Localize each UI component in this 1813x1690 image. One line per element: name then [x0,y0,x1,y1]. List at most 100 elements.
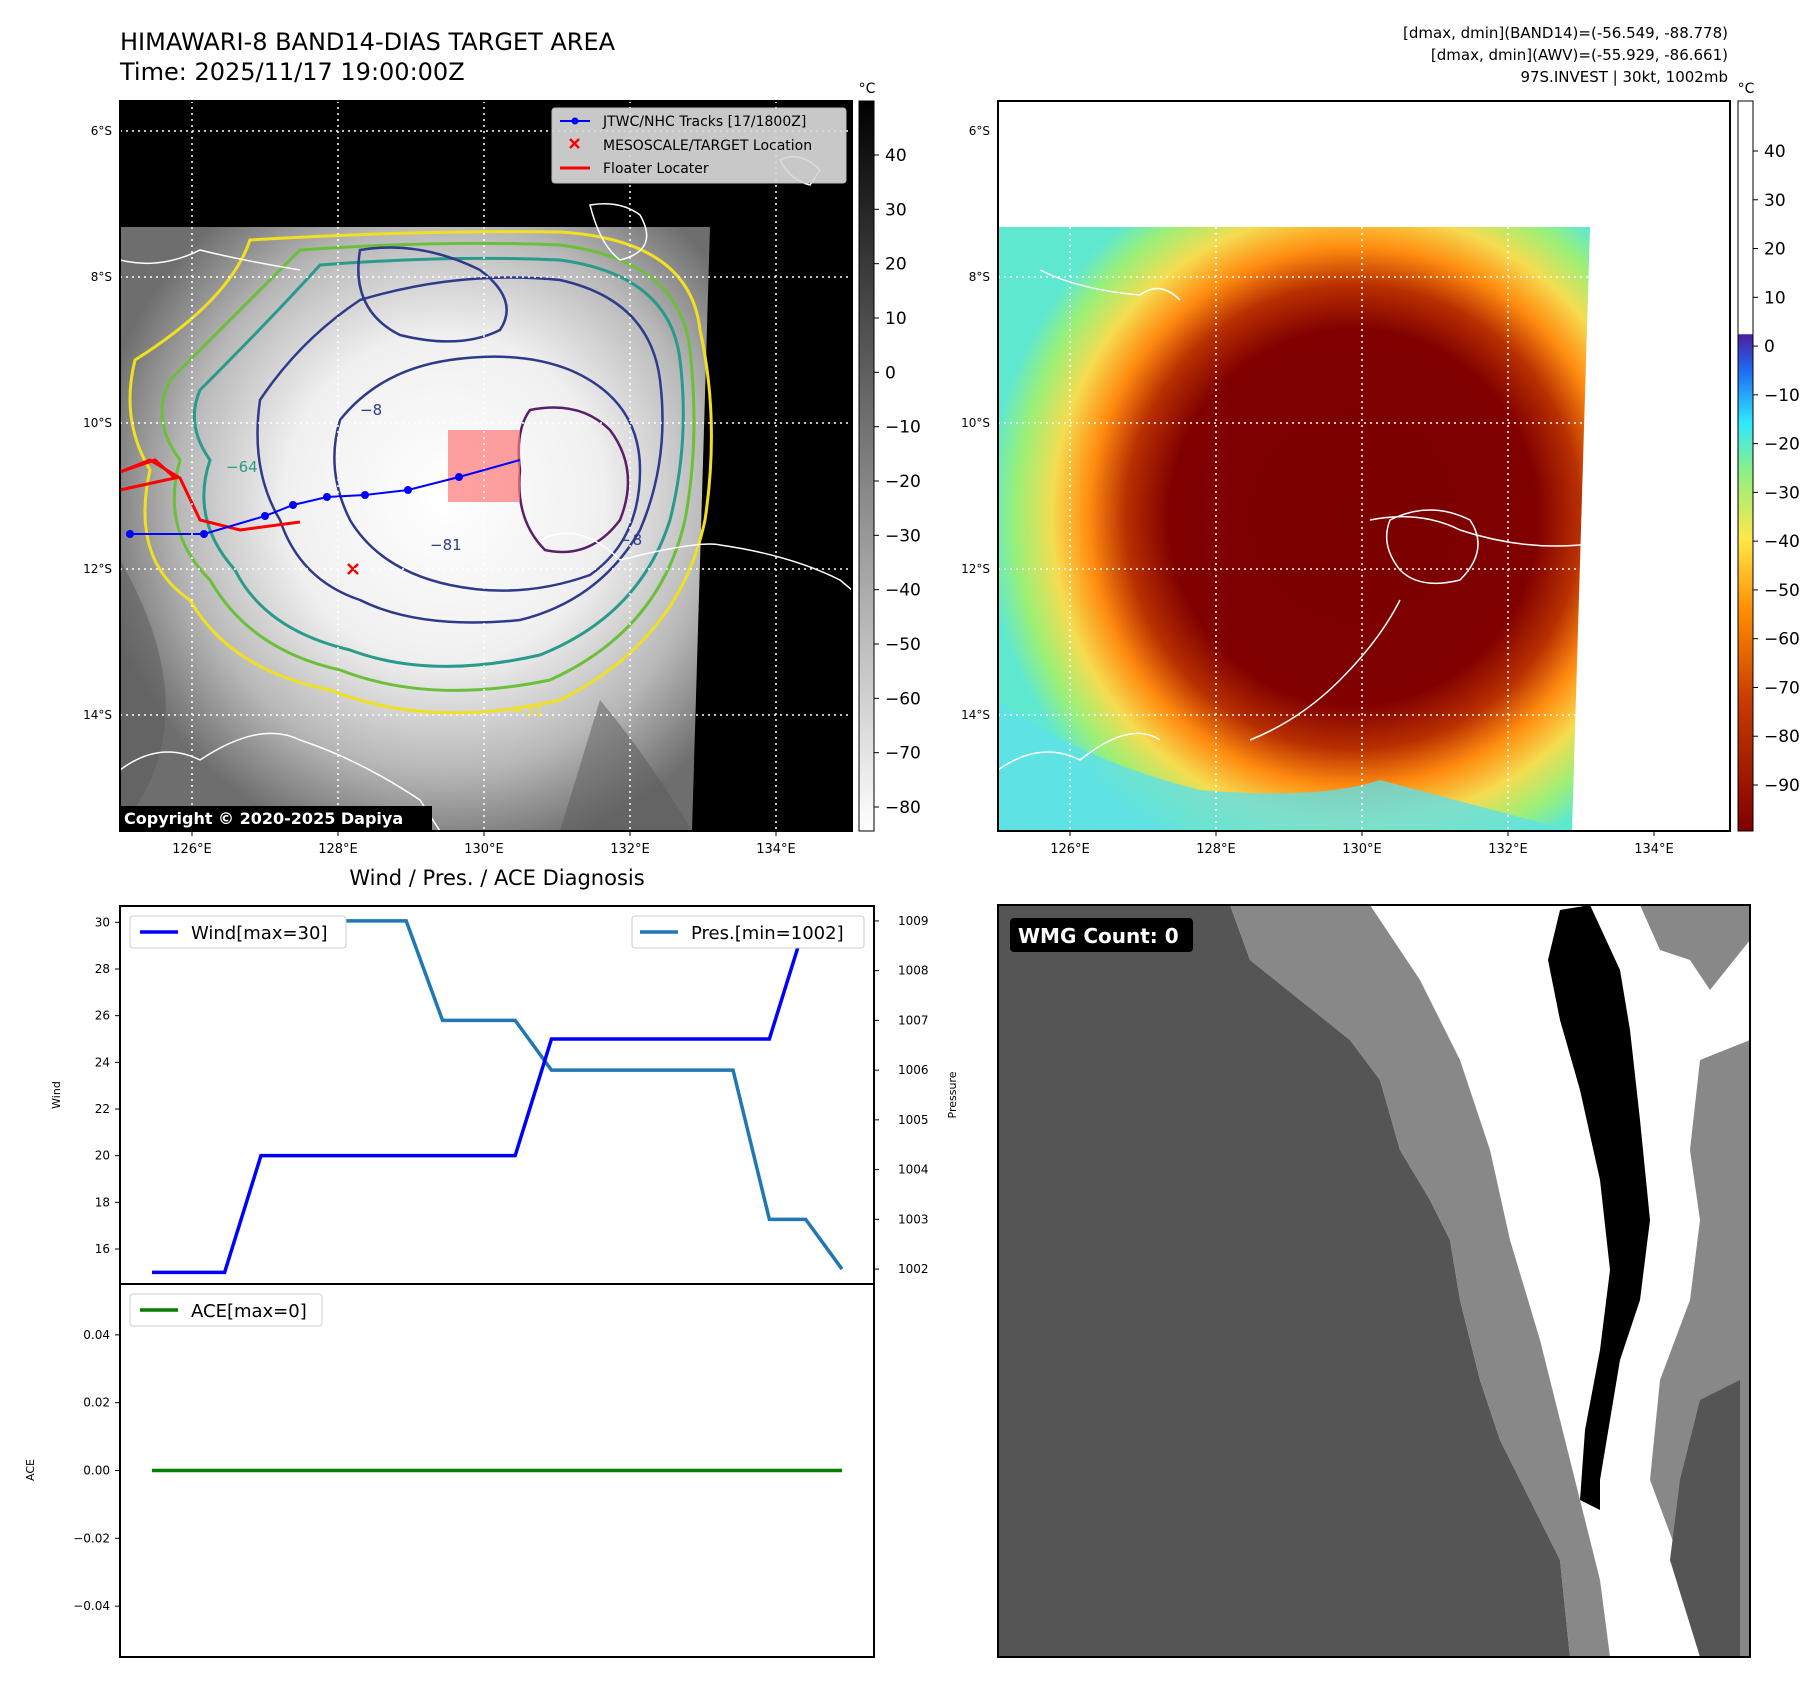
color-cyan-band [998,700,1572,831]
track-point [261,512,269,520]
figure-title: HIMAWARI-8 BAND14-DIAS TARGET AREA [120,28,616,56]
wind-series-line [152,920,842,1275]
colorbar-tick-label: −70 [885,744,921,764]
ir-map-panel: −64 −81 −8 −8 −31 126°E 128°E 130°E 132°E 13… [83,81,921,857]
lon-tick-label: 130°E [1342,842,1382,857]
ace-tick-label: 0.00 [83,1464,110,1478]
contour-label: −8 [620,531,642,549]
colorbar-tick-label: −40 [885,581,921,601]
ace-legend-label: ACE[max=0] [191,1301,307,1322]
target-area-box [448,430,520,502]
wind-tick-label: 22 [95,1102,110,1116]
legend-floater-label: Floater Locater [603,161,709,177]
lon-tick-label: 134°E [756,842,796,857]
contour-label: −81 [430,536,462,554]
colorbar-tick-label: −80 [885,798,921,818]
lon-tick-label: 126°E [1050,842,1090,857]
colorbar-tick-label: −30 [885,526,921,546]
colorbar-tick-label: 10 [1764,288,1786,308]
colorbar-tick-label: 30 [885,200,907,220]
colorbar-unit: °C [1738,81,1755,97]
colorbar-tick-label: 10 [885,309,907,329]
lat-tick-label: 12°S [83,562,112,576]
pressure-tick-label: 1004 [898,1163,929,1177]
colorbar-tick-label: −50 [1764,581,1800,601]
colorbar-tick-label: −30 [1764,483,1800,503]
pressure-axis-label: Pressure [946,1071,959,1118]
ace-tick-label: −0.04 [73,1599,110,1613]
lon-tick-label: 134°E [1634,842,1674,857]
lat-tick-label: 6°S [969,124,990,138]
colorbar-tick-label: 20 [885,255,907,275]
lon-tick-label: 128°E [318,842,358,857]
contour-teal [192,256,685,668]
lon-tick-label: 132°E [610,842,650,857]
contour-navy-1 [256,276,664,624]
figure-time: Time: 2025/11/17 19:00:00Z [119,58,465,86]
pressure-legend-label: Pres.[min=1002] [691,923,844,944]
colorbar-tick-label: 0 [885,363,896,383]
ace-legend: ACE[max=0] [129,1293,323,1327]
colorbar-tick-label: 40 [1764,142,1786,162]
track-point [289,501,297,509]
mesoscale-target-marker [347,563,359,575]
colorbar-unit: °C [859,81,876,97]
lat-tick-label: 6°S [91,124,112,138]
colorbar-tick-label: −20 [1764,435,1800,455]
colorbar-tick-label: −40 [1764,532,1800,552]
contour-label: −8 [360,401,382,419]
ir-coastline-south [120,532,852,831]
lon-tick-label: 128°E [1196,842,1236,857]
legend-target-label: MESOSCALE/TARGET Location [603,138,812,154]
wmg-count-badge: WMG Count: 0 [1010,918,1193,952]
wind-tick-label: 18 [95,1195,110,1209]
lat-tick-label: 10°S [961,416,990,430]
track-point [200,530,208,538]
colorbar-tick-label: −10 [1764,386,1800,406]
pressure-tick-label: 1003 [898,1212,929,1226]
wind-tick-label: 24 [95,1055,110,1069]
wmg-panel: WMG Count: 0 [997,904,1751,1658]
contour-green [160,241,696,692]
colorbar-tick-label: −70 [1764,678,1800,698]
track-point [404,486,412,494]
floater-locater-2 [120,458,301,532]
colorbar-tick-label: −90 [1764,776,1800,796]
wind-legend: Wind[max=30] [129,915,347,949]
contour-navy-2 [333,355,642,592]
colorbar-tick-label: −50 [885,635,921,655]
wind-plot-frame [119,905,875,1285]
ace-tick-label: −0.02 [73,1531,110,1545]
wind-tick-label: 16 [95,1242,110,1256]
contour-navy-3 [357,246,508,343]
colorbar-tick-label: −60 [885,689,921,709]
lat-tick-label: 10°S [83,416,112,430]
lat-tick-label: 8°S [91,270,112,284]
ir-colorbar: °C 40 30 20 10 0 −10 −20 −30 −40 −50 −60 −70 −80 [858,81,921,832]
wind-tick-label: 30 [95,915,110,929]
wmg-right-dark-region [1670,1380,1740,1657]
diagnosis-title: Wind / Pres. / ACE Diagnosis [349,866,644,890]
pressure-tick-label: 1008 [898,964,929,978]
wind-axis-label: Wind [50,1081,63,1109]
wmg-mid-region [1230,905,1610,1657]
contour-yellow [128,230,713,715]
contour-label: −31 [512,702,544,720]
ir-satellite-image [120,227,710,831]
wind-pressure-panel: 30 28 26 24 22 20 18 16 1009 1008 1007 1006 1005 100… [50,905,959,1285]
ace-tick-label: 0.04 [83,1328,110,1342]
ir-map-ticks: 126°E 128°E 130°E 132°E 134°E 6°S 8°S 10°S 12°S 1… [83,124,796,857]
ir-map-legend: JTWC/NHC Tracks [17/1800Z] MESOSCALE/TAR… [551,107,847,184]
dmax-awv: [dmax, dmin](AWV)=(-55.929, -86.661) [1431,46,1728,64]
ir-cloud-texture [120,560,692,831]
wind-tick-label: 28 [95,962,110,976]
colorbar-tick-label: 0 [1764,337,1775,357]
colorbar-tick-label: −10 [885,418,921,438]
wind-legend-label: Wind[max=30] [191,923,328,944]
pressure-tick-label: 1005 [898,1113,929,1127]
wmg-dark-region [998,905,1570,1657]
pressure-tick-label: 1007 [898,1013,929,1027]
dmax-band14: [dmax, dmin](BAND14)=(-56.549, -88.778) [1403,24,1728,42]
lat-tick-label: 14°S [83,708,112,722]
colorbar-tick-label: −60 [1764,630,1800,650]
